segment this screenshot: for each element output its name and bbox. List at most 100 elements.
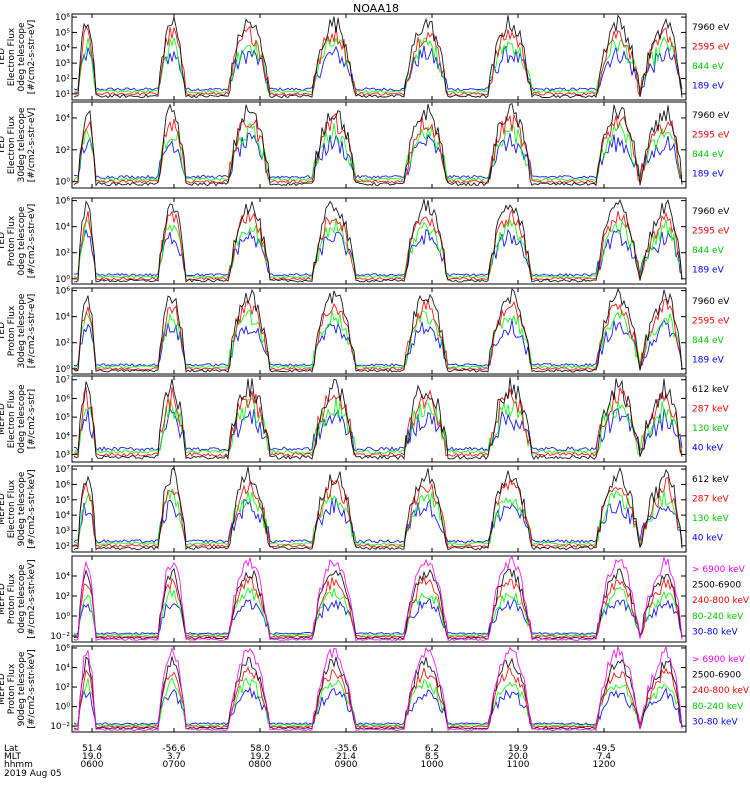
y-tick-label: 10⁴ bbox=[55, 223, 70, 233]
y-tick-label: 10² bbox=[55, 75, 70, 85]
y-tick-label: 10² bbox=[55, 683, 70, 693]
legend-entry: 80-240 keV bbox=[692, 612, 744, 622]
legend-entry: 7960 eV bbox=[692, 297, 730, 307]
panel-frame bbox=[71, 645, 687, 733]
series-trace-844-ev bbox=[73, 218, 683, 279]
series-trace-40-kev bbox=[73, 497, 683, 544]
series-trace-7960-ev bbox=[73, 287, 683, 373]
footer-row-label: MLT bbox=[4, 752, 22, 762]
y-axis-label-line: Electron Flux bbox=[7, 389, 17, 448]
panel-frame bbox=[71, 555, 687, 643]
series-trace-612-kev bbox=[73, 377, 683, 461]
y-tick-label: 10⁴ bbox=[55, 313, 70, 323]
legend-entry: 2595 eV bbox=[692, 227, 730, 237]
y-axis-label-line: 0deg telescope bbox=[17, 564, 27, 634]
series-trace-40-kev bbox=[73, 407, 683, 453]
y-tick-label: 10⁻² bbox=[50, 632, 70, 642]
legend-entry: 844 eV bbox=[692, 246, 725, 256]
y-axis-label-line: [#/cm2-s-str-eV] bbox=[27, 294, 37, 369]
y-axis-label-line: 0deg telescope bbox=[17, 206, 27, 276]
legend-entry: 2595 eV bbox=[692, 317, 730, 327]
footer-mlt-value: 19.0 bbox=[82, 752, 102, 762]
y-axis-label: TED Proton Flux 0deg telescope [#/cm2-s-str… bbox=[0, 204, 37, 279]
panel-4: 10⁰ 10² 10⁴ 10⁶ TED Proton Flux 30deg telescop… bbox=[0, 287, 730, 375]
panel-frame bbox=[71, 197, 687, 285]
legend-entry: > 6900 keV bbox=[692, 655, 746, 665]
footer-hhmm-value: 0900 bbox=[335, 760, 358, 770]
y-tick-label: 10⁶ bbox=[55, 197, 70, 207]
y-tick-label: 10² bbox=[55, 592, 70, 602]
series-trace-2500-6900 bbox=[73, 567, 683, 640]
legend-entry: 30-80 keV bbox=[692, 627, 738, 637]
y-axis-label-line: TED bbox=[0, 322, 7, 341]
y-tick-label: 10⁰ bbox=[55, 178, 70, 188]
panel-1: 10¹ 10² 10³ 10⁴ 10⁵ 10⁶ TED Electron Flux 0deg t… bbox=[0, 13, 730, 101]
y-tick-label: 10³ bbox=[55, 59, 70, 69]
y-axis-label: MEPED Proton Flux 90deg telescope [#/cm2-s-… bbox=[0, 649, 37, 728]
legend-entry: 287 keV bbox=[692, 405, 729, 415]
footer-lat-value: 6.2 bbox=[425, 744, 439, 754]
series-trace-2595-ev bbox=[73, 112, 683, 184]
series-trace-287-kev bbox=[73, 387, 683, 458]
legend-entry: 2500-6900 bbox=[692, 671, 741, 681]
legend-entry: 130 keV bbox=[692, 424, 729, 434]
panel-frame bbox=[71, 101, 687, 189]
y-tick-label: 10⁷ bbox=[55, 376, 70, 386]
legend-entry: 844 eV bbox=[692, 336, 725, 346]
series-trace-844-ev bbox=[73, 309, 683, 369]
y-axis-label-line: [#/cm2-s-str-keV] bbox=[27, 559, 37, 638]
y-tick-label: 10⁴ bbox=[55, 511, 70, 521]
series-trace-189-ev bbox=[73, 132, 683, 180]
y-tick-label: 10⁴ bbox=[55, 114, 70, 124]
y-axis-label-line: [#/cm2-s-str-keV] bbox=[27, 649, 37, 728]
footer-lat-value: 58.0 bbox=[250, 744, 270, 754]
panel-3: 10⁰ 10² 10⁴ 10⁶ TED Proton Flux 0deg telescope… bbox=[0, 197, 730, 285]
footer-row-label: hhmm bbox=[4, 760, 33, 770]
y-axis-label-line: [#/cm2-s-str-keV] bbox=[27, 469, 37, 548]
y-tick-label: 10⁶ bbox=[55, 13, 70, 23]
footer-hhmm-value: 1200 bbox=[593, 760, 616, 770]
series-trace-7960-ev bbox=[73, 14, 683, 99]
legend-entry: 7960 eV bbox=[692, 207, 730, 217]
panel-2: 10⁰ 10² 10⁴ TED Electron Flux 30deg telescope… bbox=[0, 101, 730, 189]
legend-entry: 240-800 keV bbox=[692, 686, 750, 696]
series-trace-80-240-kev bbox=[73, 586, 683, 637]
series-trace-2595-ev bbox=[73, 208, 683, 281]
series-trace-189-ev bbox=[73, 45, 683, 92]
chart-title: NOAA18 bbox=[353, 2, 399, 15]
y-axis-label-line: MEPED bbox=[0, 673, 7, 705]
footer-lat-value: -35.6 bbox=[334, 744, 358, 754]
footer-mlt-value: 7.4 bbox=[597, 752, 612, 762]
y-axis-label-line: TED bbox=[0, 232, 7, 251]
y-tick-label: 10⁴ bbox=[55, 572, 70, 582]
series-trace-2500-6900 bbox=[73, 656, 683, 730]
series-trace-844-ev bbox=[73, 36, 683, 95]
y-tick-label: 10² bbox=[55, 249, 70, 259]
footer-mlt-value: 3.7 bbox=[167, 752, 181, 762]
y-tick-label: 10⁰ bbox=[55, 612, 70, 622]
legend-entry: 612 keV bbox=[692, 475, 729, 485]
panel-8: 10⁻² 10⁰ 10² 10⁴ 10⁶ MEPED Proton Flux 90deg te… bbox=[0, 644, 750, 733]
footer-hhmm-value: 0600 bbox=[81, 760, 104, 770]
footer-lat-value: 19.9 bbox=[508, 744, 528, 754]
panel-frame bbox=[71, 287, 687, 375]
y-axis-label: TED Electron Flux 30deg telescope [#/cm2-s-… bbox=[0, 107, 37, 182]
y-tick-label: 10⁴ bbox=[55, 664, 70, 674]
footer-row-label: Lat bbox=[4, 744, 19, 754]
y-axis-label-line: 0deg telescope bbox=[17, 22, 27, 92]
footer-hhmm-value: 1100 bbox=[507, 760, 530, 770]
footer-mlt-value: 20.0 bbox=[508, 752, 528, 762]
legend-entry: 2500-6900 bbox=[692, 581, 741, 591]
y-tick-label: 10⁻² bbox=[50, 722, 70, 732]
footer-hhmm-value: 0700 bbox=[163, 760, 186, 770]
series-trace-7960-ev bbox=[73, 199, 683, 283]
footer-row-label: 2019 Aug 05 bbox=[4, 769, 62, 779]
series-trace-189-ev bbox=[73, 228, 683, 277]
footer-lat-value: -49.5 bbox=[592, 744, 615, 754]
y-tick-label: 10⁵ bbox=[55, 413, 70, 423]
y-tick-label: 10⁶ bbox=[55, 644, 70, 654]
y-tick-label: 10⁴ bbox=[55, 432, 70, 442]
